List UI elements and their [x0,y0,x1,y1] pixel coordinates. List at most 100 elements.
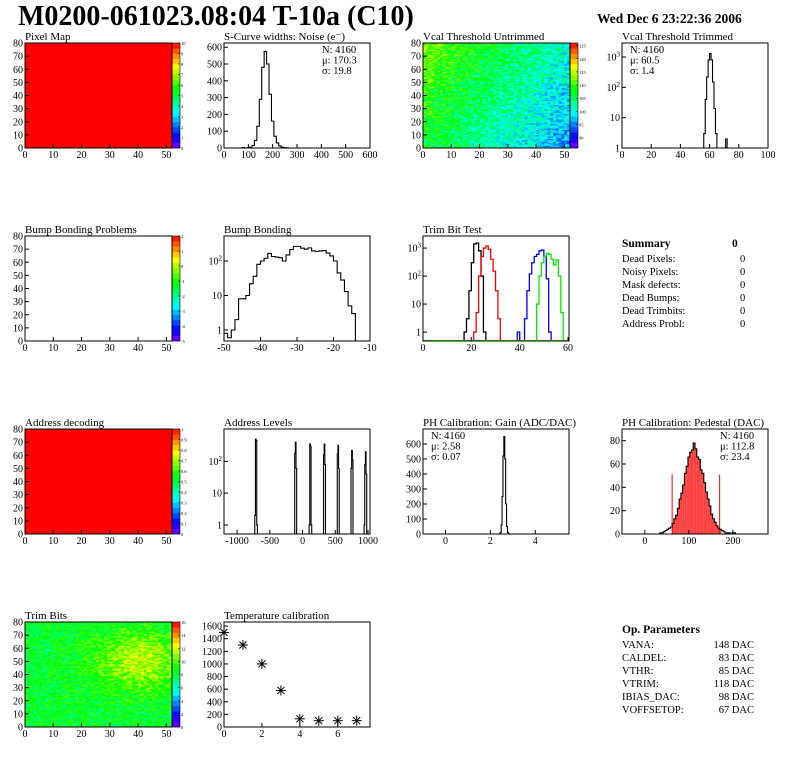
heatmap-cell [507,133,511,136]
heatmap-cell [499,116,503,119]
heatmap-cell [502,99,506,102]
heatmap-cell [496,108,500,111]
heatmap-cell [423,69,427,71]
heatmap-cell [479,90,483,92]
heatmap-cell [431,124,435,126]
heatmap-cell [544,54,548,57]
heatmap-cell [519,83,523,86]
heatmap-cell [454,130,458,133]
heatmap-cell [488,58,492,61]
y-tick-label: 10 [411,300,421,311]
heatmap-cell [25,699,29,702]
x-tick-label: 60 [563,343,573,354]
heatmap-cell [473,75,478,78]
heatmap-cell [451,94,455,96]
heatmap-cell [538,57,543,60]
heatmap-cell [527,45,531,48]
heatmap-cell [553,102,557,104]
heatmap-cell [451,146,455,149]
heatmap-cell [476,95,480,98]
heatmap-cell [445,87,449,90]
heatmap-cell [507,52,511,54]
heatmap-cell [476,54,480,57]
heatmap-cell [456,83,461,86]
heatmap-cell [471,119,475,121]
heatmap-cell [564,49,568,52]
heatmap-cell [561,69,565,71]
heatmap-cell [513,111,517,113]
heatmap-cell [521,117,526,120]
heatmap-cell [513,53,517,56]
stats-line: N: 4160 [720,431,754,442]
heatmap-cell [519,46,523,49]
heatmap-cell [451,138,455,141]
heatmap-cell [550,119,554,121]
heatmap-cell [465,133,469,136]
heatmap-cell [25,649,29,652]
heatmap-cell [530,124,534,126]
heatmap-cell [527,102,531,104]
heatmap-cell [550,67,554,70]
heatmap-cell [544,96,548,99]
x-tick-label: 200 [265,150,280,161]
heatmap-cell [555,111,559,113]
heatmap-cell [479,106,483,108]
heatmap-cell [428,57,432,60]
heatmap-cell [459,99,463,102]
heatmap-cell [499,79,503,82]
heatmap-cell [425,98,429,100]
heatmap-cell [488,100,492,103]
heatmap-cell [547,99,551,102]
colorbar-segment [570,116,578,123]
heatmap-cell [33,661,37,663]
heatmap-cell [431,140,435,142]
heatmap-cell [428,111,432,113]
heatmap-cell [504,127,509,129]
heatmap-cell [553,54,557,57]
heatmap-cell [493,85,497,87]
heatmap-cell [558,60,562,62]
heatmap-cell [471,128,475,130]
heatmap-cell [538,96,543,99]
colorbar-segment [172,74,180,81]
heatmap-cell [513,45,517,48]
heatmap-cell [437,56,441,58]
heatmap-cell [442,138,446,141]
heatmap-cell [553,132,557,134]
heatmap-cell [459,60,463,62]
heatmap-cell [465,141,469,144]
heatmap-cell [567,52,571,54]
heatmap-cell [547,142,551,145]
heatmap-cell [471,43,475,45]
heatmap-cell [488,54,492,57]
heatmap-cell [442,121,446,124]
heatmap-cell [547,117,551,120]
heatmap-cell [536,46,540,49]
heatmap-cell [25,661,29,663]
heatmap-cell [553,78,557,81]
heatmap-cell [502,46,506,49]
heatmap-cell [425,92,429,95]
heatmap-cell [502,120,506,123]
heatmap-cell [448,115,452,117]
heatmap-cell [448,127,452,129]
heatmap-cell [454,94,458,96]
heatmap-cell [445,83,449,86]
heatmap-cell [454,106,458,108]
heatmap-cell [516,48,520,50]
heatmap-cell [502,43,506,45]
heatmap-cell [513,49,517,52]
heatmap-cell [558,56,562,58]
heatmap-cell [425,82,429,84]
heatmap-cell [564,53,568,56]
heatmap-cell [553,75,557,78]
heatmap-cell [448,137,452,140]
heatmap-cell [538,102,543,104]
heatmap-cell [510,96,514,99]
heatmap-cell [550,90,554,92]
heatmap-cell [536,123,540,125]
heatmap-cell [564,124,568,126]
heatmap-cell [493,144,497,146]
y-tick-label: 20 [411,117,421,128]
heatmap-cell [27,707,31,709]
